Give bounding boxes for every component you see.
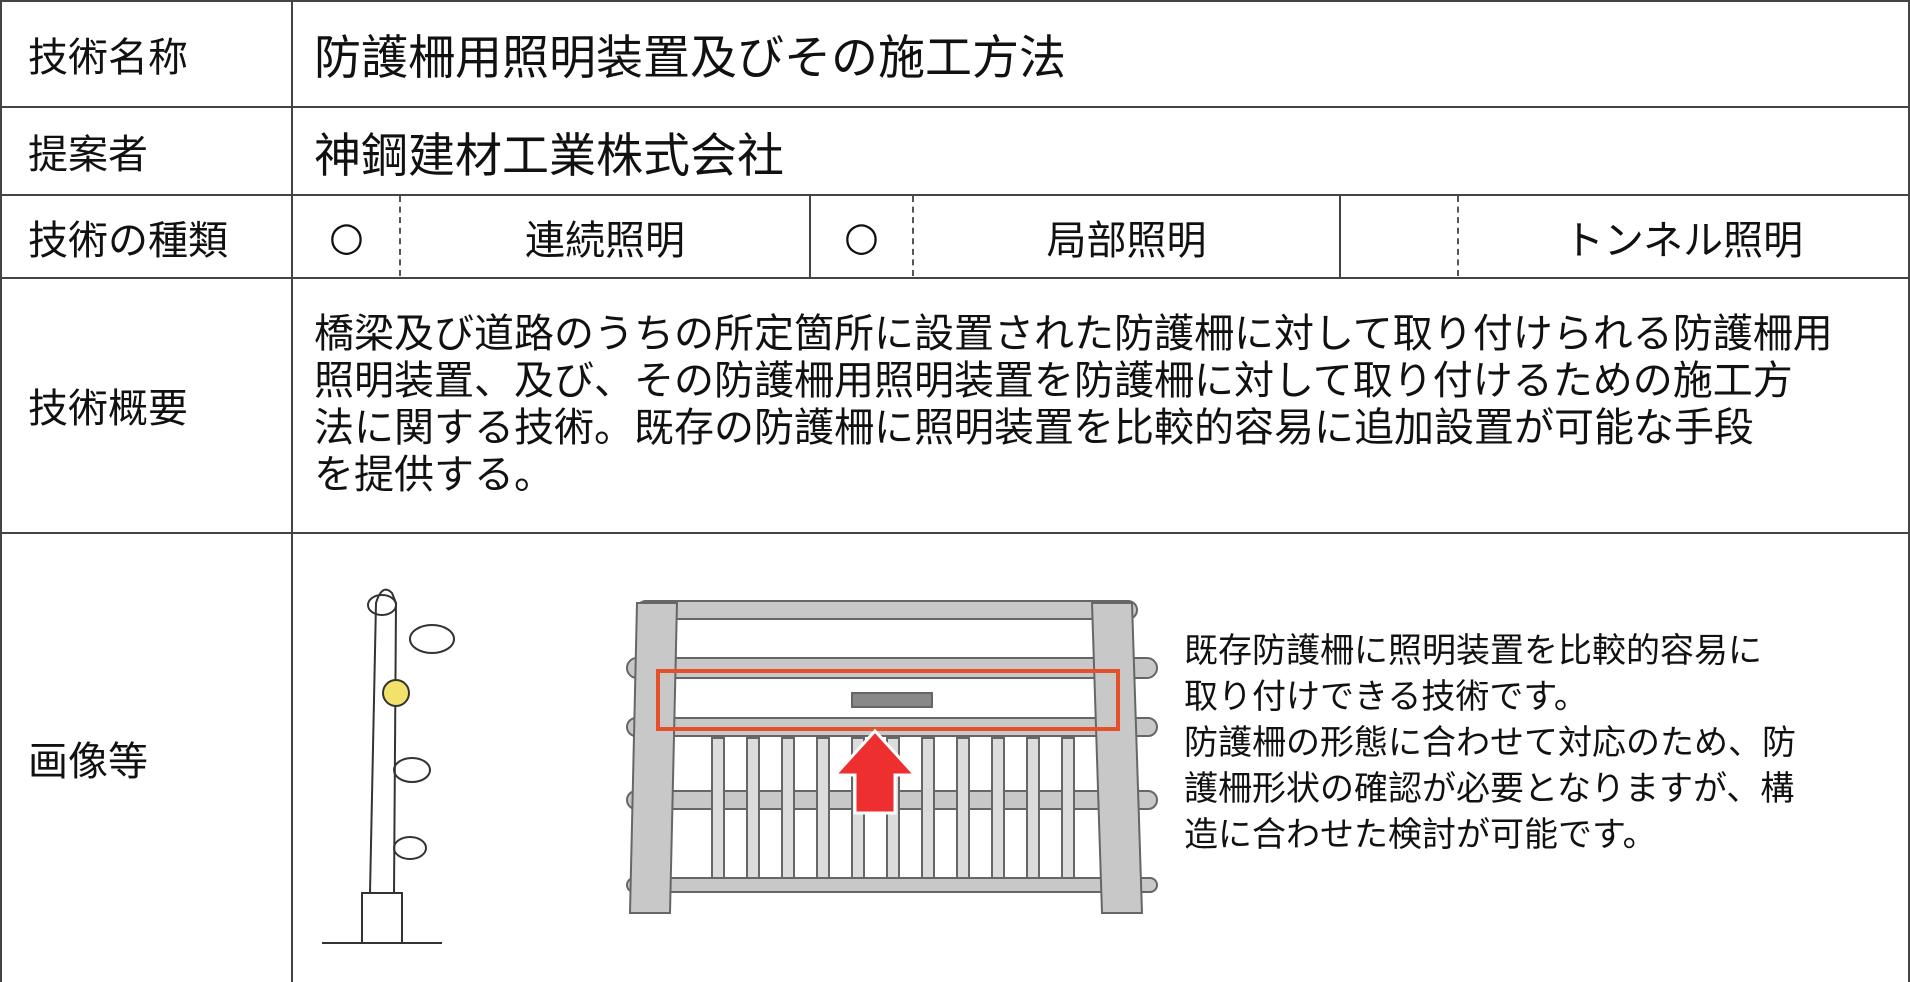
rule <box>291 0 293 982</box>
row-label: 技術概要 <box>28 386 188 432</box>
row-label: 画像等 <box>28 738 148 785</box>
cross-section <box>322 588 455 944</box>
dash-rule <box>912 196 914 276</box>
text-line: 照明装置、及び、その防護柵用照明装置を防護柵に対して取り付けるための施工方 <box>314 358 1793 404</box>
text-line: 取り付けできる技術です。 <box>1184 677 1588 717</box>
rule <box>0 0 1910 2</box>
proposer: 神鋼建材工業株式会社 <box>314 128 784 184</box>
rule <box>0 277 1910 279</box>
rule <box>0 194 1910 196</box>
rule <box>809 194 811 278</box>
rule <box>0 532 1910 534</box>
rule <box>1339 194 1341 278</box>
option-label: 局部照明 <box>1046 217 1207 264</box>
rule <box>1908 0 1910 982</box>
dash-rule <box>1457 196 1459 276</box>
text-line: 護柵形状の確認が必要となりますが、構 <box>1184 769 1795 809</box>
check-mark: ○ <box>844 213 879 260</box>
option-label: トンネル照明 <box>1563 217 1804 264</box>
dash-rule <box>399 196 401 276</box>
text-line: 法に関する技術。既存の防護柵に照明装置を比較的容易に追加設置が可能な手段 <box>314 405 1754 451</box>
text-line: 造に合わせた検討が可能です。 <box>1184 815 1657 855</box>
overview: 橋梁及び道路のうちの所定箇所に設置された防護柵に対して取り付けられる防護柵用 照明… <box>292 278 1833 532</box>
text-line: 既存防護柵に照明装置を比較的容易に <box>1184 631 1762 671</box>
text-line: 防護柵の形態に合わせて対応のため、防 <box>1184 723 1796 763</box>
overview-lines: 橋梁及び道路のうちの所定箇所に設置された防護柵に対して取り付けられる防護柵用 照明… <box>314 311 1833 499</box>
rule <box>0 0 2 982</box>
arrow <box>831 728 919 815</box>
tech-name: 防護柵用照明装置及びその施工方法 <box>314 31 1066 86</box>
rule <box>0 106 1910 108</box>
text-line: 橋梁及び道路のうちの所定箇所に設置された防護柵に対して取り付けられる防護柵用 <box>314 311 1833 357</box>
row-label: 技術名称 <box>28 34 188 81</box>
row-label: 提案者 <box>28 132 148 178</box>
illustration <box>322 588 1158 944</box>
image-caption: 既存防護柵に照明装置を比較的容易に 取り付けできる技術です。防護柵の形態に合わせて… <box>1184 628 1796 858</box>
check-mark: ○ <box>329 213 364 260</box>
text-line: を提供する。 <box>314 452 554 498</box>
option-label: 連続照明 <box>525 217 685 264</box>
row-label: 技術の種類 <box>28 217 228 264</box>
highlight-box <box>656 669 1120 731</box>
